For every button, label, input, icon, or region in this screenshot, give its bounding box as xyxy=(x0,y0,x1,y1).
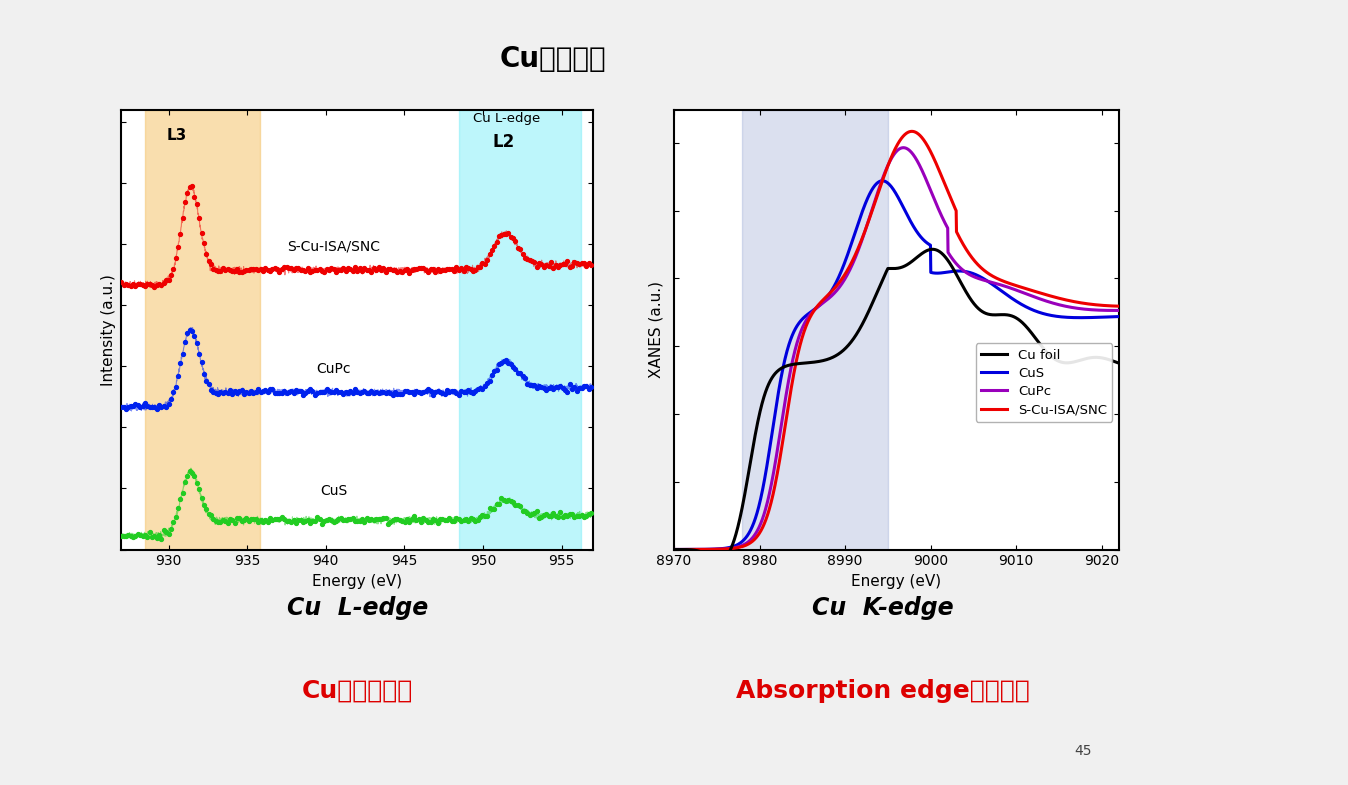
Text: Absorption edge的定义？: Absorption edge的定义？ xyxy=(736,679,1030,703)
CuS xyxy=(926,268,942,278)
S-Cu-ISA/SNC xyxy=(1136,301,1153,311)
CuPc xyxy=(865,199,882,209)
CuS xyxy=(875,176,891,185)
S-Cu-ISA/SNC xyxy=(865,201,882,210)
CuS xyxy=(875,176,891,185)
Line: Cu foil: Cu foil xyxy=(656,250,1144,560)
Bar xyxy=(743,110,888,550)
Text: CuPc: CuPc xyxy=(317,362,350,376)
Line: CuS: CuS xyxy=(656,181,1144,550)
Text: 45: 45 xyxy=(1074,743,1092,758)
S-Cu-ISA/SNC xyxy=(706,545,723,554)
Text: L2: L2 xyxy=(492,133,515,151)
Cu foil xyxy=(648,545,665,554)
Text: Cu  L-edge: Cu L-edge xyxy=(287,597,427,620)
CuPc xyxy=(856,230,872,239)
Text: Cu谱的分析: Cu谱的分析 xyxy=(499,45,607,73)
X-axis label: Energy (eV): Energy (eV) xyxy=(852,574,941,589)
Text: CuS: CuS xyxy=(319,484,348,498)
CuPc xyxy=(706,545,723,554)
Cu foil xyxy=(1136,361,1153,371)
CuS xyxy=(856,203,872,212)
CuS xyxy=(1136,311,1153,320)
S-Cu-ISA/SNC xyxy=(856,229,872,239)
Text: Cu L-edge: Cu L-edge xyxy=(473,112,541,125)
CuS xyxy=(706,545,723,554)
Y-axis label: XANES (a.u.): XANES (a.u.) xyxy=(648,281,663,378)
Bar xyxy=(460,110,581,550)
Text: S-Cu-ISA/SNC: S-Cu-ISA/SNC xyxy=(287,240,380,254)
Cu foil xyxy=(706,554,723,564)
CuPc xyxy=(1136,305,1153,315)
Text: L3: L3 xyxy=(166,129,186,144)
S-Cu-ISA/SNC xyxy=(875,175,891,184)
Text: Cu价态的判定: Cu价态的判定 xyxy=(302,679,412,703)
Cu foil xyxy=(927,245,944,254)
Text: Cu  K-edge: Cu K-edge xyxy=(811,597,954,620)
CuS xyxy=(648,545,665,554)
Cu foil xyxy=(712,556,728,565)
CuPc xyxy=(926,195,942,205)
Bar xyxy=(146,110,260,550)
CuPc xyxy=(895,143,911,152)
S-Cu-ISA/SNC xyxy=(686,545,702,554)
X-axis label: Energy (eV): Energy (eV) xyxy=(313,574,402,589)
CuPc xyxy=(875,173,891,183)
Line: S-Cu-ISA/SNC: S-Cu-ISA/SNC xyxy=(656,131,1144,549)
CuPc xyxy=(648,545,665,554)
S-Cu-ISA/SNC xyxy=(903,126,919,136)
Cu foil xyxy=(856,316,872,326)
Line: CuPc: CuPc xyxy=(656,148,1144,550)
CuS xyxy=(865,182,882,192)
CuS xyxy=(686,545,702,554)
Cu foil xyxy=(867,294,883,304)
Cu foil xyxy=(925,245,941,254)
S-Cu-ISA/SNC xyxy=(926,155,942,165)
Cu foil xyxy=(875,274,891,283)
Legend: Cu foil, CuS, CuPc, S-Cu-ISA/SNC: Cu foil, CuS, CuPc, S-Cu-ISA/SNC xyxy=(976,343,1112,422)
S-Cu-ISA/SNC xyxy=(648,545,665,554)
Y-axis label: Intensity (a.u.): Intensity (a.u.) xyxy=(101,274,116,385)
Cu foil xyxy=(686,546,702,555)
CuPc xyxy=(686,545,702,554)
